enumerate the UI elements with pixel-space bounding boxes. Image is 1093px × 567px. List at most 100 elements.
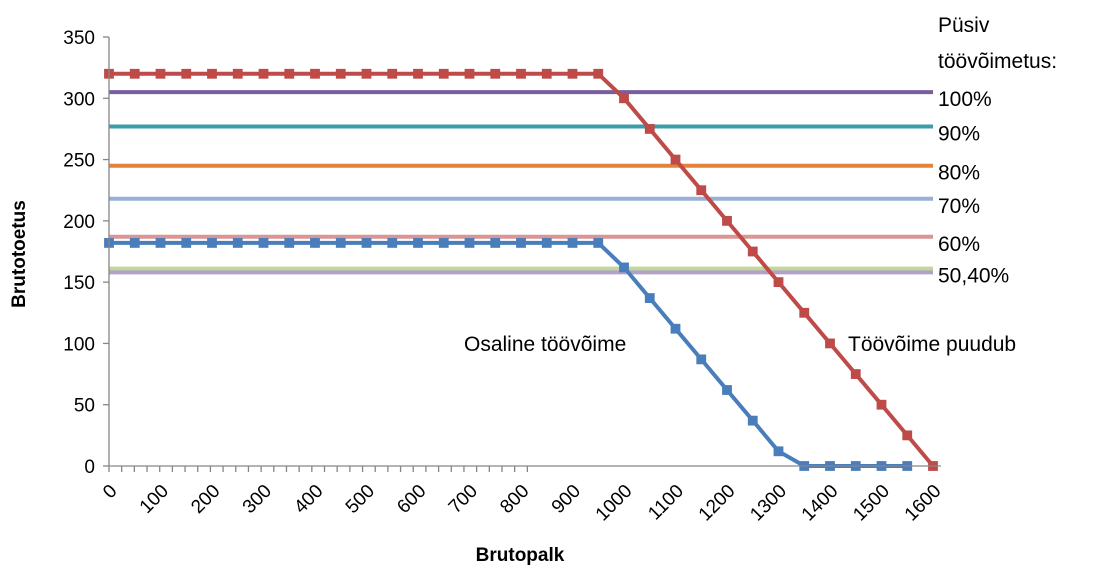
data-point-marker xyxy=(310,68,320,79)
data-point-marker xyxy=(464,68,475,79)
y-tick-label: 100 xyxy=(63,334,95,355)
data-point-marker xyxy=(644,293,655,303)
series-label-puudub: Töövõime puudub xyxy=(848,333,1016,356)
data-point-marker xyxy=(747,246,758,257)
data-point-marker xyxy=(541,238,552,248)
data-point-marker xyxy=(722,385,732,395)
legend-title-line-1: Püsiv xyxy=(938,14,990,37)
data-point-marker xyxy=(232,68,243,79)
x-tick-label: 0 xyxy=(99,481,121,503)
data-point-marker xyxy=(129,238,140,248)
data-point-marker xyxy=(567,238,578,248)
data-point-marker xyxy=(773,446,784,457)
x-tick-label: 500 xyxy=(342,481,379,518)
data-point-marker xyxy=(490,238,501,248)
data-point-marker xyxy=(361,68,372,79)
data-point-marker xyxy=(129,68,140,79)
y-tick-label: 250 xyxy=(63,151,95,172)
data-point-marker xyxy=(593,238,604,248)
data-point-marker xyxy=(284,238,295,248)
x-tick-label: 100 xyxy=(136,481,173,518)
y-tick-label: 300 xyxy=(63,89,95,110)
y-tick-label: 50 xyxy=(74,396,95,417)
data-point-marker xyxy=(644,124,655,134)
data-point-marker xyxy=(413,68,423,79)
x-tick-label: 1300 xyxy=(746,481,791,526)
data-point-marker xyxy=(516,68,526,79)
legend-label: 50,40% xyxy=(938,265,1009,288)
data-point-marker xyxy=(876,399,887,410)
x-tick-label: 400 xyxy=(290,481,327,518)
data-point-marker xyxy=(155,238,166,248)
y-tick-label: 350 xyxy=(63,28,95,49)
x-tick-label: 700 xyxy=(445,481,482,518)
x-tick-label: 300 xyxy=(239,481,276,518)
x-axis-title: Brutopalk xyxy=(476,545,565,566)
y-axis-title: Brutotoetus xyxy=(9,200,30,308)
data-point-marker xyxy=(232,238,243,248)
data-point-marker xyxy=(335,238,346,248)
legend-label: 80% xyxy=(938,162,980,185)
data-point-marker xyxy=(413,238,423,248)
x-tick-label: 900 xyxy=(548,481,585,518)
data-point-marker xyxy=(619,262,629,273)
axes xyxy=(108,37,941,467)
data-point-marker xyxy=(670,154,681,165)
data-point-marker xyxy=(387,68,398,79)
data-point-marker xyxy=(335,68,346,79)
data-point-marker xyxy=(593,68,604,79)
data-point-marker xyxy=(181,68,192,79)
data-point-marker xyxy=(155,68,166,79)
data-point-marker xyxy=(310,238,320,248)
x-tick-label: 800 xyxy=(496,481,533,518)
data-point-marker xyxy=(696,354,707,365)
legend-label: 100% xyxy=(938,88,992,111)
data-point-marker xyxy=(438,68,449,79)
y-tick-label: 200 xyxy=(63,212,95,233)
data-point-marker xyxy=(670,323,681,334)
y-tick-label: 0 xyxy=(84,457,95,478)
y-ticks: 0 50 100 150 200 250 300 350 xyxy=(63,28,109,478)
x-tick-label: 1600 xyxy=(901,481,946,526)
x-tick-label: 1100 xyxy=(644,481,688,525)
data-point-marker xyxy=(696,185,707,196)
data-point-marker xyxy=(747,415,758,426)
x-tick-label: 1500 xyxy=(849,481,894,526)
data-point-marker xyxy=(207,68,217,79)
x-tick-label: 1400 xyxy=(798,481,843,526)
data-point-marker xyxy=(438,238,449,248)
data-point-marker xyxy=(361,238,372,248)
legend-title-line-2: töövõimetus: xyxy=(938,50,1057,73)
legend-label: 70% xyxy=(938,195,980,218)
data-point-marker xyxy=(258,68,269,79)
data-point-marker xyxy=(902,430,913,441)
data-point-marker xyxy=(619,93,629,104)
x-tick-label: 200 xyxy=(187,481,224,518)
y-tick-label: 150 xyxy=(63,273,95,294)
data-point-marker xyxy=(825,338,835,349)
data-point-marker xyxy=(850,369,861,379)
x-tick-label: 600 xyxy=(393,481,430,518)
data-point-marker xyxy=(207,238,217,248)
legend-label: 90% xyxy=(938,122,980,145)
data-point-marker xyxy=(722,215,732,226)
level-lines xyxy=(109,90,933,275)
x-tick-label: 1200 xyxy=(695,481,740,526)
legend-label: 60% xyxy=(938,233,980,256)
series-lines xyxy=(104,68,938,471)
data-point-marker xyxy=(490,68,501,79)
data-point-marker xyxy=(799,307,810,318)
data-point-marker xyxy=(567,68,578,79)
legend: Püsiv töövõimetus: 100% 90% 80% 70% 60% 50,40… xyxy=(938,14,1057,288)
series-label-osaline: Osaline töövõime xyxy=(464,333,626,356)
data-point-marker xyxy=(387,238,398,248)
x-ticks: 0 100 200 300 400 500 600 700 800 900 1000 1100 1200… xyxy=(99,466,946,526)
data-point-marker xyxy=(464,238,475,248)
data-point-marker xyxy=(541,68,552,79)
data-point-marker xyxy=(773,277,784,288)
data-point-marker xyxy=(258,238,269,248)
x-tick-label: 1000 xyxy=(592,481,637,526)
data-point-marker xyxy=(516,238,526,248)
data-point-marker xyxy=(284,68,295,79)
